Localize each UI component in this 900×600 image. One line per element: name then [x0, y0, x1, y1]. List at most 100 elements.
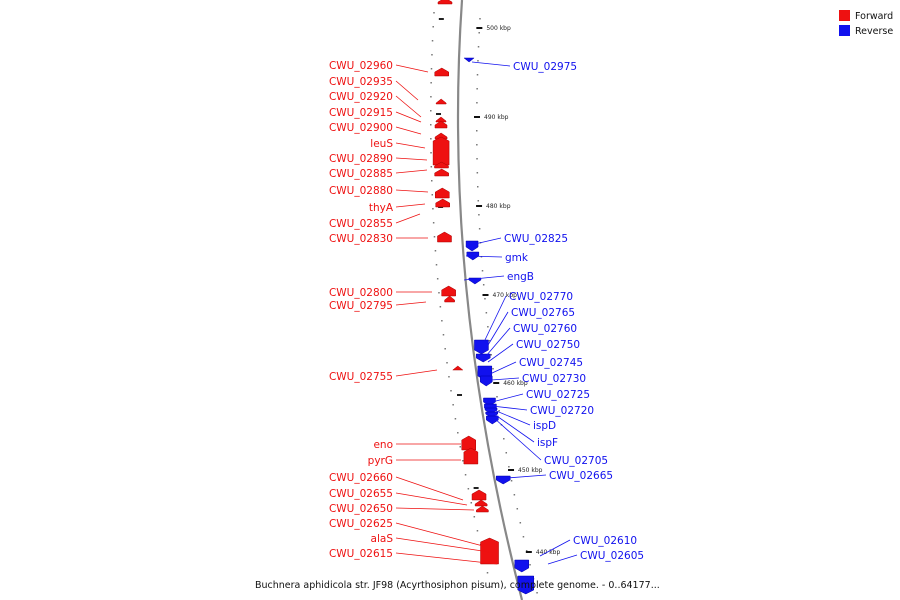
track-dot	[430, 166, 433, 168]
track-dot	[496, 396, 498, 398]
forward-gene-leader	[395, 80, 419, 101]
reverse-gene-leader	[463, 275, 505, 281]
forward-gene-leader	[395, 552, 498, 565]
forward-gene-label: pyrG	[368, 455, 393, 467]
reverse-gene-label: CWU_02725	[526, 389, 590, 401]
forward-gene-label: leuS	[370, 138, 393, 150]
track-dot	[435, 264, 438, 266]
forward-gene-label: CWU_02655	[329, 488, 393, 500]
forward-gene-leader	[395, 95, 422, 118]
track-dot	[485, 312, 488, 314]
forward-gene-arrow	[461, 435, 476, 451]
minor-tick-mark	[473, 487, 479, 489]
track-dot	[478, 228, 481, 230]
kbp-tick-mark	[476, 27, 483, 29]
forward-gene-label: eno	[373, 439, 393, 451]
forward-gene-arrow	[444, 295, 455, 303]
reverse-gene-leader	[471, 61, 511, 67]
track-dot	[477, 186, 479, 188]
forward-gene-arrow	[474, 499, 488, 507]
track-dot	[430, 110, 432, 112]
reverse-gene-label: gmk	[505, 252, 529, 264]
track-dot	[431, 40, 434, 42]
forward-gene-arrow	[452, 365, 464, 371]
minor-tick-mark	[457, 394, 463, 396]
reverse-gene-label: CWU_02770	[509, 291, 573, 303]
track-dot	[467, 488, 470, 490]
genome-caption: Buchnera aphidicola str. JF98 (Acyrthosi…	[255, 580, 660, 591]
reverse-gene-arrow	[465, 240, 479, 252]
forward-gene-arrow	[437, 231, 452, 243]
kbp-tick-mark	[508, 469, 515, 471]
reverse-gene-label: CWU_02750	[516, 339, 580, 351]
legend: Forward Reverse	[839, 10, 893, 37]
track-dot	[444, 348, 446, 350]
forward-gene-label: CWU_02855	[329, 218, 393, 230]
track-dot	[490, 586, 492, 588]
track-dot	[498, 410, 500, 412]
forward-gene-leader	[395, 476, 464, 501]
kbp-tick-label: 500 kbp	[486, 25, 511, 32]
minor-tick-mark	[438, 18, 444, 20]
reverse-gene-label: CWU_02760	[513, 323, 577, 335]
reverse-gene-label: ispD	[533, 420, 556, 432]
forward-gene-leader	[395, 522, 484, 547]
track-dot	[479, 18, 481, 20]
forward-gene-label: thyA	[369, 202, 394, 214]
track-dot	[482, 284, 485, 286]
reverse-gene-label: CWU_02825	[504, 233, 568, 245]
forward-gene-label: CWU_02960	[329, 60, 393, 72]
forward-gene-label: CWU_02900	[329, 122, 393, 134]
forward-gene-arrow	[435, 98, 447, 105]
track-dot	[439, 306, 442, 308]
track-dot	[430, 138, 432, 140]
track-dot	[536, 592, 538, 594]
forward-gene-label: CWU_02625	[329, 518, 393, 530]
forward-gene-label: CWU_02615	[329, 548, 393, 560]
forward-gene-arrow	[441, 285, 456, 297]
reverse-gene-arrow	[474, 339, 489, 355]
forward-gene-arrow	[476, 505, 489, 513]
track-dot	[433, 12, 435, 14]
forward-gene-arrow	[463, 447, 479, 465]
track-dot	[477, 200, 480, 202]
reverse-gene-leader	[485, 327, 511, 357]
reverse-legend-label: Reverse	[855, 26, 893, 37]
track-dot	[525, 550, 528, 552]
reverse-gene-leader	[539, 539, 571, 557]
track-dot	[441, 320, 443, 322]
forward-gene-arrow	[437, 0, 453, 5]
kbp-tick-mark	[493, 382, 500, 384]
track-dot	[490, 354, 492, 356]
track-dot	[505, 452, 508, 454]
track-dot	[476, 158, 478, 160]
forward-gene-label: CWU_02660	[329, 472, 393, 484]
track-dot	[470, 502, 473, 504]
reverse-gene-leader	[465, 255, 503, 258]
track-dot	[432, 208, 434, 210]
track-dot	[519, 522, 522, 524]
reverse-gene-label: CWU_02765	[511, 307, 575, 319]
forward-gene-arrow	[471, 489, 487, 501]
reverse-gene-label: CWU_02665	[549, 470, 613, 482]
track-dot	[430, 124, 432, 126]
forward-gene-label: CWU_02920	[329, 91, 393, 103]
track-dot	[478, 214, 480, 216]
track-dot	[448, 376, 450, 378]
track-dot	[476, 102, 478, 104]
track-dot	[430, 96, 432, 98]
track-dot	[516, 508, 519, 510]
reverse-gene-leader	[490, 377, 520, 381]
track-dot	[478, 32, 480, 34]
kbp-tick-label: 490 kbp	[484, 114, 509, 121]
forward-gene-label: CWU_02800	[329, 287, 393, 299]
minor-tick-mark	[436, 113, 442, 115]
track-dot	[457, 432, 459, 434]
forward-gene-label: CWU_02890	[329, 153, 393, 165]
forward-gene-label: alaS	[371, 533, 394, 545]
forward-gene-label: CWU_02795	[329, 300, 393, 312]
track-dot	[487, 326, 489, 328]
kbp-tick-mark	[474, 116, 481, 118]
reverse-gene-label: CWU_02730	[522, 373, 586, 385]
